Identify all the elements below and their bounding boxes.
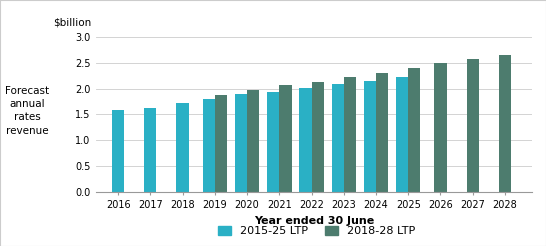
Bar bbox=[267, 92, 280, 192]
Legend: 2015-25 LTP, 2018-28 LTP: 2015-25 LTP, 2018-28 LTP bbox=[213, 221, 420, 240]
Bar bbox=[376, 73, 388, 192]
Bar bbox=[435, 63, 447, 192]
Bar bbox=[144, 108, 157, 192]
Bar bbox=[176, 103, 189, 192]
Bar bbox=[112, 110, 124, 192]
Text: Forecast
annual
rates
revenue: Forecast annual rates revenue bbox=[5, 86, 50, 136]
Bar bbox=[299, 88, 312, 192]
X-axis label: Year ended 30 June: Year ended 30 June bbox=[254, 216, 374, 227]
Bar bbox=[235, 94, 247, 192]
Bar bbox=[344, 77, 356, 192]
Bar bbox=[280, 85, 292, 192]
Bar bbox=[247, 90, 259, 192]
Bar bbox=[364, 81, 376, 192]
Bar bbox=[467, 59, 479, 192]
Bar bbox=[312, 82, 324, 192]
Bar bbox=[408, 68, 420, 192]
Bar bbox=[215, 95, 227, 192]
Bar bbox=[331, 84, 344, 192]
Text: $billion: $billion bbox=[53, 18, 91, 28]
Bar bbox=[499, 55, 511, 192]
Bar bbox=[203, 99, 215, 192]
Bar bbox=[396, 77, 408, 192]
